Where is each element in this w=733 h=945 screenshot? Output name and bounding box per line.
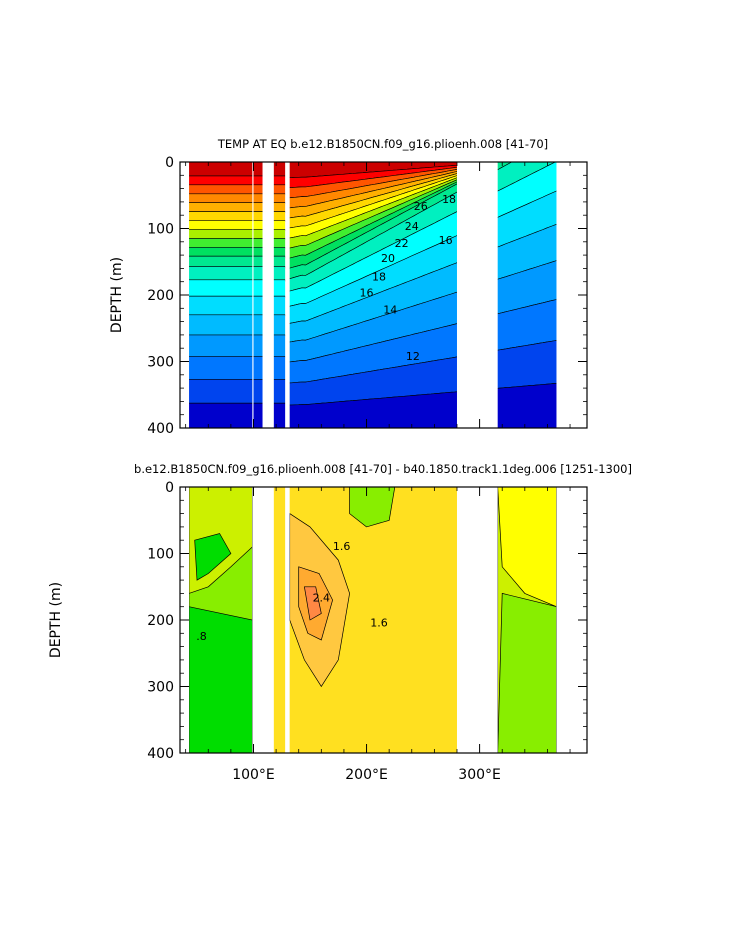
difference-field (180, 487, 587, 753)
contour-label: .8 (196, 630, 207, 643)
difference-axes-ticks: 0 100 200 300 400 100°E 200°E 300°E (147, 480, 587, 783)
contour-label: 26 (414, 200, 428, 213)
y-tick-label: 400 (147, 746, 174, 762)
difference-panel-ylabel: DEPTH (m) (48, 582, 64, 658)
temperature-axes-ticks: 0 100 200 300 400 (147, 155, 587, 437)
y-tick-label: 100 (147, 547, 174, 563)
land-mask (285, 487, 290, 753)
contour-label: 16 (360, 286, 374, 299)
x-tick-label: 300°E (458, 767, 501, 783)
difference-panel-title: b.e12.B1850CN.f09_g16.plioenh.008 [41-70… (134, 462, 632, 476)
difference-panel: b.e12.B1850CN.f09_g16.plioenh.008 [41-70… (48, 462, 632, 783)
difference-panel-frame (179, 486, 588, 754)
difference-contour-labels: 1.6 2.4 1.6 .8 (196, 540, 387, 643)
contour-label: 24 (405, 220, 419, 233)
contour-label: 18 (442, 193, 456, 206)
difference-region (497, 592, 557, 753)
temperature-panel-frame (179, 161, 588, 429)
difference-region (497, 487, 557, 608)
temperature-panel-title: TEMP AT EQ b.e12.B1850CN.f09_g16.plioenh… (217, 137, 548, 151)
contour-label: 16 (439, 234, 453, 247)
contour-label: 20 (381, 252, 395, 265)
land-mask (252, 162, 254, 428)
temperature-panel-ylabel: DEPTH (m) (109, 257, 125, 333)
difference-region (188, 606, 253, 753)
difference-region (303, 586, 322, 621)
x-tick-label: 200°E (345, 767, 388, 783)
contour-label: 1.6 (370, 617, 388, 630)
land-mask (262, 162, 274, 428)
difference-region (194, 533, 232, 581)
y-tick-label: 0 (165, 480, 174, 496)
land-mask (252, 487, 274, 753)
contour-label: 18 (372, 270, 386, 283)
y-tick-label: 200 (147, 288, 174, 304)
difference-region (349, 487, 396, 528)
y-tick-label: 0 (165, 155, 174, 171)
y-tick-label: 300 (147, 680, 174, 696)
y-tick-label: 200 (147, 613, 174, 629)
contour-label: 1.6 (333, 540, 351, 553)
contour-label: 12 (406, 350, 420, 363)
y-tick-label: 400 (147, 421, 174, 437)
x-tick-label: 100°E (232, 767, 275, 783)
y-tick-label: 100 (147, 222, 174, 238)
land-mask (285, 162, 290, 428)
y-tick-label: 300 (147, 355, 174, 371)
difference-regions (180, 487, 587, 753)
contour-label: 14 (383, 304, 397, 317)
land-mask (456, 162, 498, 428)
land-mask (456, 487, 498, 753)
contour-label: 22 (395, 237, 409, 250)
contour-label: 2.4 (313, 591, 331, 604)
temperature-panel: TEMP AT EQ b.e12.B1850CN.f09_g16.plioenh… (109, 137, 588, 437)
